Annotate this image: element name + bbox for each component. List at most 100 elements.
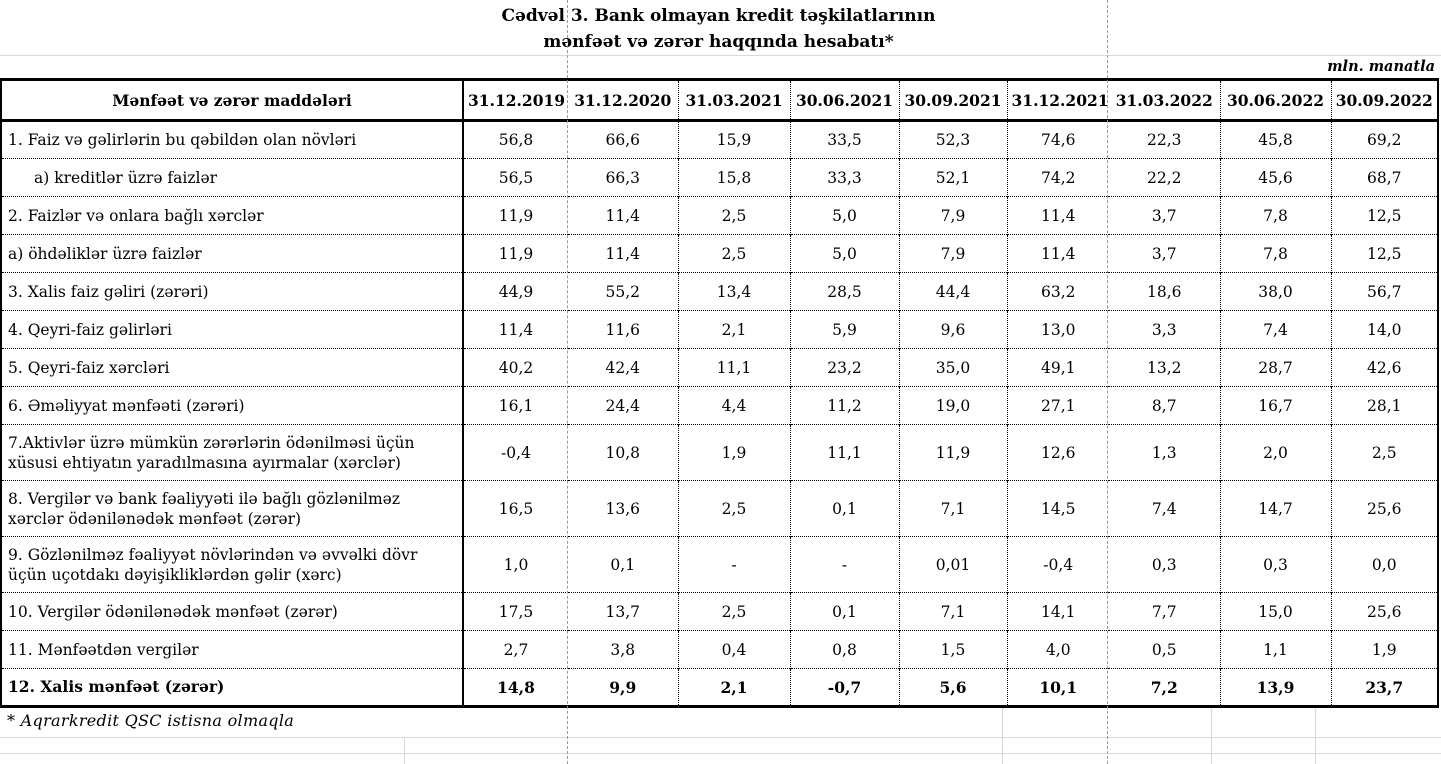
value-cell: 13,9 <box>1219 668 1331 707</box>
table-title-line1: Cədvəl 3. Bank olmayan kredit təşkilatla… <box>501 6 936 26</box>
table-row: 3. Xalis faiz gəliri (zərəri) 44,9 55,2 13,… <box>1 272 1438 311</box>
table-row: 7.Aktivlər üzrə mümkün zərərlərin ödənil… <box>1 424 1438 481</box>
value-cell: 16,5 <box>462 480 568 537</box>
value-cell: 10,8 <box>568 424 678 481</box>
gridline <box>0 753 1441 754</box>
value-cell: 8,7 <box>1109 386 1220 425</box>
row-label: 5. Qeyri-faiz xərcləri <box>1 348 464 387</box>
value-cell: 0,1 <box>568 536 678 593</box>
value-cell: 66,6 <box>605 131 640 149</box>
value-cell: 12,5 <box>1330 234 1438 273</box>
row-label: 10. Vergilər ödənilənədək mənfəət (zərər… <box>1 592 464 631</box>
value-cell: 1,9 <box>1330 630 1438 669</box>
value-cell: 2,1 <box>677 310 790 349</box>
value-cell: 7,4 <box>1219 310 1331 349</box>
value-cell: 7,1 <box>898 592 1007 631</box>
value-cell: 7,9 <box>898 234 1007 273</box>
value-cell: 52,3 <box>898 120 1007 159</box>
value-cell: 3,8 <box>568 630 678 669</box>
value-cell: 28,1 <box>1330 386 1438 425</box>
value-cell: 28,5 <box>789 272 899 311</box>
value-cell: 0,0 <box>1330 536 1438 593</box>
value-cell: - <box>789 536 899 593</box>
gridline <box>1002 708 1003 764</box>
value-cell: -0,4 <box>462 424 568 481</box>
value-cell: 5,9 <box>789 310 899 349</box>
value-cell: 0,1 <box>789 480 899 537</box>
row-label: 2. Faizlər və onlara bağlı xərclər <box>1 196 464 235</box>
value-cell: 9,6 <box>898 310 1007 349</box>
value-cell: 11,4 <box>1006 196 1109 235</box>
value-cell: 11,9 <box>898 424 1007 481</box>
value-cell: 13,4 <box>677 272 790 311</box>
value-cell: 55,2 <box>568 272 678 311</box>
table-row: 8. Vergilər və bank fəaliyyəti ilə bağlı… <box>1 480 1438 537</box>
value-cell: 11,9 <box>462 196 568 235</box>
value-cell: 0,4 <box>677 630 790 669</box>
value-cell: 3,3 <box>1109 310 1220 349</box>
value-cell: 56,8 <box>462 120 568 159</box>
value-cell: 1,1 <box>1219 630 1331 669</box>
value-cell: 2,5 <box>1330 424 1438 481</box>
value-cell: 7,9 <box>898 196 1007 235</box>
value-cell: 5,0 <box>789 196 899 235</box>
value-cell: 22,3 <box>1146 131 1182 149</box>
value-cell: 1,5 <box>898 630 1007 669</box>
value-cell: 69,2 <box>1330 120 1438 159</box>
row-label: 11. Mənfəətdən vergilər <box>1 630 464 669</box>
value-cell: 2,0 <box>1219 424 1331 481</box>
value-cell: 49,1 <box>1006 348 1109 387</box>
gridline <box>1315 708 1316 764</box>
value-cell: 2,5 <box>677 592 790 631</box>
value-cell: 14,8 <box>462 668 568 707</box>
value-cell: 27,1 <box>1006 386 1109 425</box>
gridline <box>1211 708 1212 764</box>
value-cell: 44,4 <box>898 272 1007 311</box>
value-cell: 13,2 <box>1109 348 1220 387</box>
value-cell: 35,0 <box>898 348 1007 387</box>
value-cell: 11,4 <box>568 196 678 235</box>
table-row: 11. Mənfəətdən vergilər 2,7 3,8 0,4 0,8 1,5 4,… <box>1 630 1438 669</box>
value-cell: 45,8 <box>1219 120 1331 159</box>
value-cell: 23,7 <box>1330 668 1438 707</box>
gridline <box>0 737 1441 738</box>
row-label: 9. Gözlənilməz fəaliyyət növlərindən və … <box>1 536 464 593</box>
row-label: 1. Faiz və gəlirlərin bu qəbildən olan n… <box>1 120 464 159</box>
value-cell: 0,01 <box>898 536 1007 593</box>
value-cell: 24,4 <box>568 386 678 425</box>
items-column-header: Mənfəət və zərər maddələri <box>1 79 464 122</box>
value-cell: 28,7 <box>1219 348 1331 387</box>
value-cell: 4,4 <box>677 386 790 425</box>
value-cell: 56,5 <box>462 158 568 197</box>
value-cell: 5,0 <box>789 234 899 273</box>
value-cell: 9,9 <box>568 668 678 707</box>
value-cell: -0,7 <box>789 668 899 707</box>
value-cell: 11,4 <box>462 310 568 349</box>
value-cell: 14,1 <box>1006 592 1109 631</box>
value-cell: 7,7 <box>1109 592 1220 631</box>
value-cell: 7,2 <box>1109 668 1220 707</box>
value-cell: 13,0 <box>1006 310 1109 349</box>
table-row: 6. Əməliyyat mənfəəti (zərəri) 16,1 24,4 4,… <box>1 386 1438 425</box>
date-column-header: 31.03.2022 <box>1109 79 1220 122</box>
footnote: * Aqrarkredit QSC istisna olmaqla <box>7 711 295 730</box>
row-label: 4. Qeyri-faiz gəlirləri <box>1 310 464 349</box>
row-label: 3. Xalis faiz gəliri (zərəri) <box>1 272 464 311</box>
value-cell: 15,0 <box>1219 592 1331 631</box>
table-row: a) kreditlər üzrə faizlər 56,5 66,3 15,8 33,… <box>1 158 1438 197</box>
gridline <box>0 55 1441 56</box>
value-cell: 33,5 <box>789 120 899 159</box>
value-cell: 52,1 <box>898 158 1007 197</box>
date-column-header: 30.06.2022 <box>1219 79 1331 122</box>
value-cell: 13,7 <box>568 592 678 631</box>
value-cell: 15,9 <box>677 120 790 159</box>
table-title-line2: mənfəət və zərər haqqında hesabatı* <box>543 32 894 52</box>
date-column-header: 30.06.2021 <box>789 79 899 122</box>
gridline <box>404 738 405 764</box>
value-cell: 18,6 <box>1109 272 1220 311</box>
value-cell: 11,4 <box>568 234 678 273</box>
value-cell: 11,4 <box>1006 234 1109 273</box>
value-cell: 0,5 <box>1109 630 1220 669</box>
value-cell: 3,7 <box>1109 234 1220 273</box>
